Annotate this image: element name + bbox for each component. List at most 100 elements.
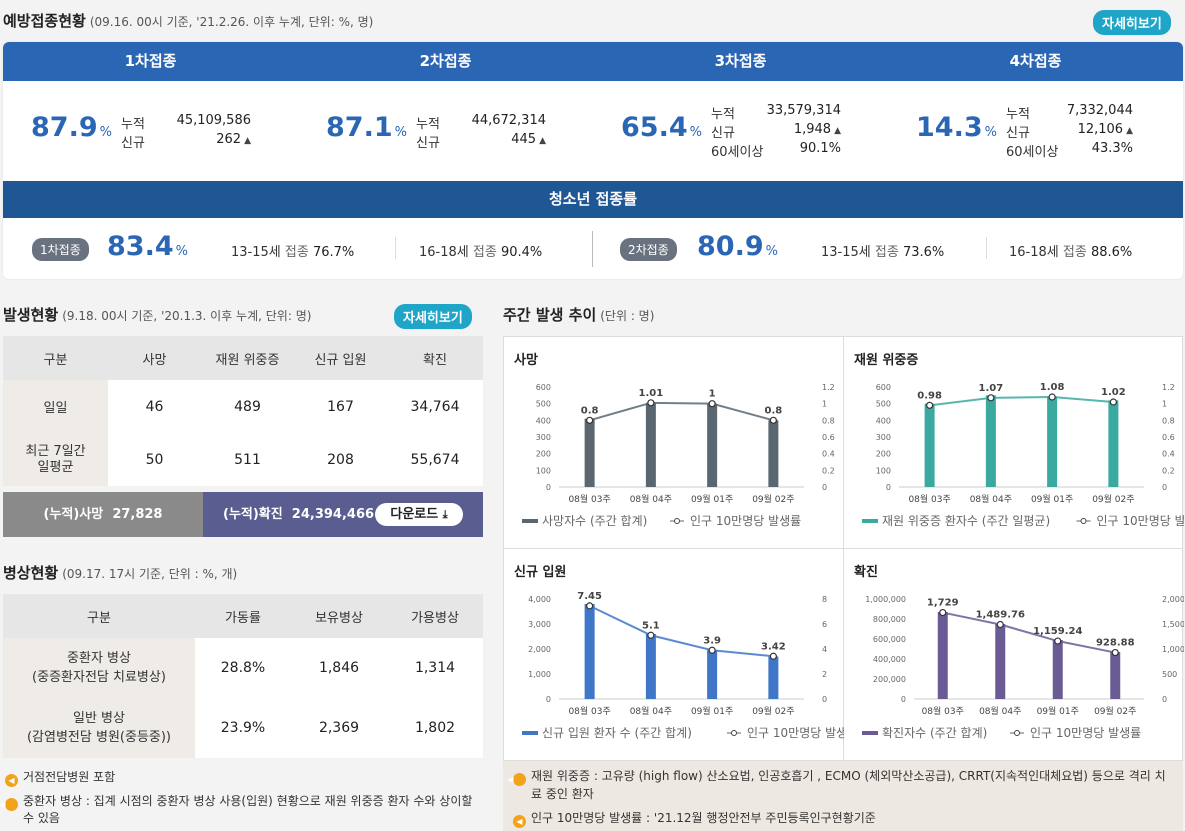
dose-header-2: 2차접종	[419, 52, 472, 70]
increase-icon: ▲	[244, 136, 251, 146]
chart-confirmed: 확진 0 200,000 400,000 600,000 800,000 1,000,00…	[844, 549, 1184, 761]
weekly-subtitle: (단위 : 명)	[600, 309, 655, 323]
occurrence-subtitle: (9.18. 00시 기준, '20.1.3. 이후 누계, 단위: 명)	[62, 309, 312, 323]
col-header: 사망	[108, 336, 201, 380]
data-point	[987, 394, 995, 402]
bar	[707, 650, 718, 699]
x-tick-label: 08월 04주	[630, 705, 672, 717]
cell: 28.8%	[220, 660, 266, 676]
chart-severe: 재원 위중증 0 100 200 300 400 500 600 0 0.2 0.4 0.6 0.8 1…	[844, 337, 1184, 549]
y2-tick-label: 0.8	[822, 416, 835, 425]
speaker-icon: ◀	[0, 798, 18, 811]
speaker-icon: ◀	[513, 815, 526, 828]
bar	[584, 418, 595, 487]
x-tick-label: 08월 04주	[970, 493, 1012, 505]
data-point	[1054, 637, 1062, 645]
occurrence-table: 구분 사망 재원 위중증 신규 입원 확진 일일 46 489 167 34,7…	[3, 336, 483, 486]
data-label: 1.01	[639, 388, 664, 399]
data-label: 0.8	[581, 405, 599, 416]
legend-marker	[674, 518, 680, 524]
y2-tick-label: 0.4	[1162, 450, 1175, 459]
cell: 50	[145, 451, 164, 468]
bar	[1110, 652, 1121, 699]
speaker-icon: ◀	[5, 774, 18, 787]
vaccination-panel: 1차접종 2차접종 3차접종 4차접종 87.9% 누적 45,109,586 신…	[3, 42, 1183, 279]
data-label: 3.42	[761, 641, 786, 652]
row-header: 중환자 병상 (중증환자전담 치료병상)	[3, 638, 195, 698]
y2-tick-label: 0.2	[1162, 466, 1175, 475]
y2-tick-label: 0	[822, 483, 827, 492]
dose-3-stats: 누적 33,579,314 신규 1,948 ▲ 60세이상 90.1%	[711, 103, 841, 160]
col-header: 구분	[3, 594, 195, 638]
youth-second-rate: 80.9%	[697, 231, 778, 262]
weekly-charts: 사망 0 100 200 300 400 500 600 0 0.2 0.4 0.6 0.8 1 1.2 0…	[503, 336, 1184, 761]
cell: 55,674	[410, 451, 460, 468]
occurrence-title: 발생현황 (9.18. 00시 기준, '20.1.3. 이후 누계, 단위: 명…	[3, 306, 312, 324]
data-point	[647, 399, 655, 407]
legend-marker	[731, 730, 737, 736]
dose-2-stats: 누적 44,672,314 신규 445 ▲	[416, 113, 546, 151]
col-header: 신규 입원	[294, 336, 387, 380]
cell: 46	[145, 398, 164, 415]
y-tick-label: 600	[536, 383, 551, 392]
chart-admission: 신규 입원 0 1,000 2,000 3,000 4,000 0 2 4 6 8 08월 03주 0…	[504, 549, 844, 761]
youth-second-13-15: 13-15세 접종 73.6%	[821, 245, 945, 260]
weekly-notes: ◀ 재원 위중증 : 고유량 (high flow) 산소요법, 인공호흡기 , …	[503, 761, 1183, 831]
col-header: 가용병상	[387, 594, 483, 638]
col-header: 재원 위중증	[201, 336, 294, 380]
dose-2-rate: 87.1%	[326, 112, 407, 143]
bar	[1108, 400, 1119, 487]
data-label: 1.07	[979, 383, 1004, 394]
data-label: 1,489.76	[976, 610, 1025, 621]
y2-tick-label: 0.6	[822, 433, 835, 442]
bar	[768, 420, 779, 487]
data-point	[647, 631, 655, 639]
cell: 208	[327, 451, 354, 468]
legend-swatch	[522, 731, 538, 735]
y2-tick-label: 2	[822, 670, 827, 679]
table-row: 일일 46 489 167 34,764	[3, 380, 483, 433]
beds-title: 병상현황 (09.17. 17시 기준, 단위 : %, 개)	[3, 564, 238, 582]
beds-table: 구분 가동률 보유병상 가용병상 중환자 병상 (중증환자전담 치료병상) 28…	[3, 594, 483, 758]
data-label: 0.8	[765, 405, 783, 416]
x-tick-label: 09월 02주	[1094, 705, 1136, 717]
y-tick-label: 1,000	[528, 670, 551, 679]
y-tick-label: 300	[876, 433, 891, 442]
data-point	[996, 620, 1004, 629]
data-label: 1,729	[927, 598, 959, 609]
data-point	[586, 416, 594, 424]
legend-marker	[1080, 518, 1087, 524]
data-point	[769, 416, 777, 424]
y2-tick-label: 2,000	[1162, 595, 1184, 604]
legend-label: 인구 10만명당 발생률	[1097, 514, 1185, 528]
chart-title: 확진	[854, 565, 878, 580]
row-header: 일일	[3, 380, 108, 433]
y2-tick-label: 500	[1162, 670, 1177, 679]
increase-icon: ▲	[1126, 126, 1133, 136]
bar	[584, 604, 595, 699]
vaccination-subtitle: (09.16. 00시 기준, '21.2.26. 이후 누계, 단위: %, …	[89, 15, 374, 29]
y-tick-label: 200	[536, 450, 551, 459]
divider	[504, 548, 1182, 549]
legend-label: 신규 입원 환자 수 (주간 합계)	[542, 726, 692, 740]
download-button[interactable]: 다운로드 ⤓	[375, 503, 463, 526]
youth-first-13-15: 13-15세 접종 76.7%	[231, 245, 355, 260]
y2-tick-label: 8	[822, 595, 827, 604]
dose-header-1: 1차접종	[124, 52, 177, 70]
cell: 489	[234, 398, 261, 415]
col-header: 보유병상	[291, 594, 387, 638]
x-tick-label: 09월 01주	[691, 493, 733, 505]
vaccination-detail-button[interactable]: 자세히보기	[1093, 10, 1171, 35]
dose-1-rate: 87.9%	[31, 112, 112, 143]
chart-death-svg: 0 100 200 300 400 500 600 0 0.2 0.4 0.6 0.8 1 1.2 08월 …	[522, 383, 835, 528]
y2-tick-label: 0	[1162, 695, 1167, 704]
x-tick-label: 09월 02주	[752, 493, 794, 505]
y-tick-label: 400	[876, 416, 891, 425]
divider	[986, 237, 987, 259]
youth-first-rate: 83.4%	[107, 231, 188, 262]
data-point	[586, 602, 594, 610]
occurrence-detail-button[interactable]: 자세히보기	[394, 304, 472, 329]
data-point	[708, 400, 716, 408]
y-tick-label: 500	[876, 400, 891, 409]
cell: 2,369	[318, 720, 360, 736]
